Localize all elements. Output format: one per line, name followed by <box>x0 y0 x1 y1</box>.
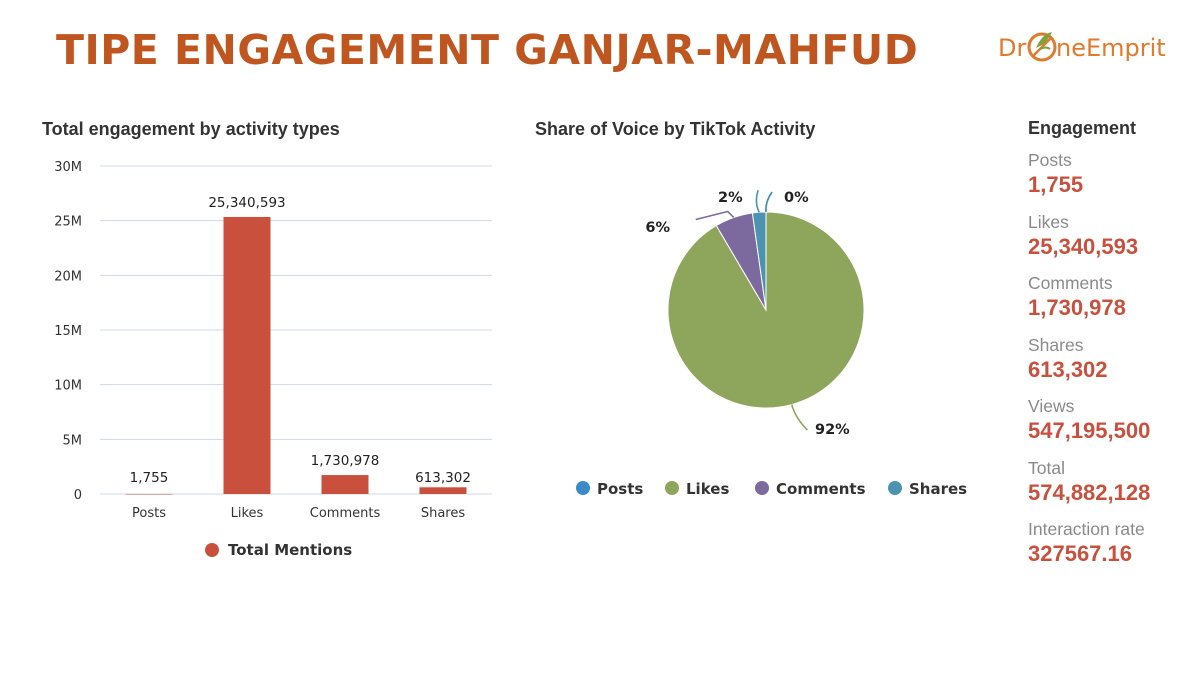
legend-marker-shares <box>888 481 902 495</box>
pie-percent-label: 6% <box>645 220 670 236</box>
engagement-stats-panel: Engagement Posts 1,755 Likes 25,340,593 … <box>1028 118 1198 580</box>
legend-label: Posts <box>597 480 643 498</box>
x-tick-label: Likes <box>231 506 264 521</box>
stat-value: 327567.16 <box>1028 541 1132 566</box>
stat-value: 1,755 <box>1028 172 1084 197</box>
drone-emprit-logo: Dr neEmprit <box>998 32 1166 62</box>
stat-value: 1,730,978 <box>1028 295 1126 320</box>
x-tick-label: Comments <box>310 506 381 521</box>
y-tick-label: 20M <box>54 269 82 284</box>
drone-bird-icon <box>1027 32 1057 62</box>
stat-label: Interaction rate <box>1028 519 1145 539</box>
legend-label: Likes <box>686 480 729 498</box>
y-tick-label: 30M <box>54 160 82 175</box>
y-tick-label: 10M <box>54 379 82 394</box>
stat-value: 613,302 <box>1028 356 1108 382</box>
bar-data-label: 613,302 <box>415 470 471 486</box>
bar-likes <box>223 216 271 494</box>
stat-label: Shares <box>1028 334 1084 355</box>
x-tick-label: Posts <box>132 506 166 521</box>
pie-percent-label: 2% <box>718 190 743 206</box>
bar-comments <box>321 475 369 494</box>
pie-chart-title: Share of Voice by TikTok Activity <box>535 119 816 139</box>
pie-leader-line <box>790 404 808 431</box>
legend-marker-comments <box>755 481 769 495</box>
bar-chart-title: Total engagement by activity types <box>42 119 340 139</box>
legend-marker-posts <box>576 481 590 495</box>
pie-percent-label: 92% <box>815 422 850 438</box>
legend-marker-likes <box>665 481 679 495</box>
pie-leader-line <box>695 210 735 221</box>
pie-chart: 0% 92% 6% 2% Posts Likes Comments Shares <box>576 189 967 498</box>
pie-percent-label: 0% <box>784 190 809 206</box>
stat-comments: Comments 1,730,978 <box>1028 272 1198 334</box>
legend-label: Shares <box>909 480 967 498</box>
y-tick-label: 15M <box>54 324 82 339</box>
y-tick-label: 25M <box>54 215 82 230</box>
pie-leader-line <box>755 189 760 213</box>
page-title: TIPE ENGAGEMENT GANJAR-MAHFUD <box>56 26 919 74</box>
stat-label: Total <box>1028 457 1065 478</box>
legend-label: Comments <box>776 480 866 498</box>
stat-label: Views <box>1028 396 1075 416</box>
stat-value: 547,195,500 <box>1028 418 1151 443</box>
bar-shares <box>419 487 467 494</box>
stat-label: Comments <box>1028 273 1113 293</box>
bar-chart: 0 5M 10M 15M 20M 25M 30M 1,755 Posts 25,340,593 Li… <box>54 160 492 559</box>
legend-label: Total Mentions <box>228 541 352 559</box>
stats-title: Engagement <box>1028 118 1137 138</box>
y-tick-label: 0 <box>74 488 82 503</box>
stat-views: Views 547,195,500 <box>1028 395 1198 457</box>
bar-data-label: 1,755 <box>130 470 169 486</box>
y-tick-label: 5M <box>63 433 83 448</box>
bar-posts <box>125 493 173 495</box>
bar-data-label: 25,340,593 <box>208 195 285 211</box>
pie-leader-line <box>765 191 773 213</box>
stat-shares: Shares 613,302 <box>1028 334 1198 396</box>
stat-label: Likes <box>1028 211 1069 232</box>
logo-text-right: neEmprit <box>1056 34 1166 62</box>
stat-posts: Posts 1,755 <box>1028 149 1198 211</box>
stat-likes: Likes 25,340,593 <box>1028 211 1198 273</box>
stat-interaction-rate: Interaction rate 327567.16 <box>1028 518 1198 580</box>
stat-total: Total 574,882,128 <box>1028 457 1198 519</box>
stat-value: 574,882,128 <box>1028 479 1151 505</box>
stat-value: 25,340,593 <box>1028 233 1139 259</box>
logo-text-left: Dr <box>998 34 1026 62</box>
x-tick-label: Shares <box>421 506 466 521</box>
bar-data-label: 1,730,978 <box>311 453 380 469</box>
stat-label: Posts <box>1028 150 1072 170</box>
legend-marker <box>205 543 219 557</box>
